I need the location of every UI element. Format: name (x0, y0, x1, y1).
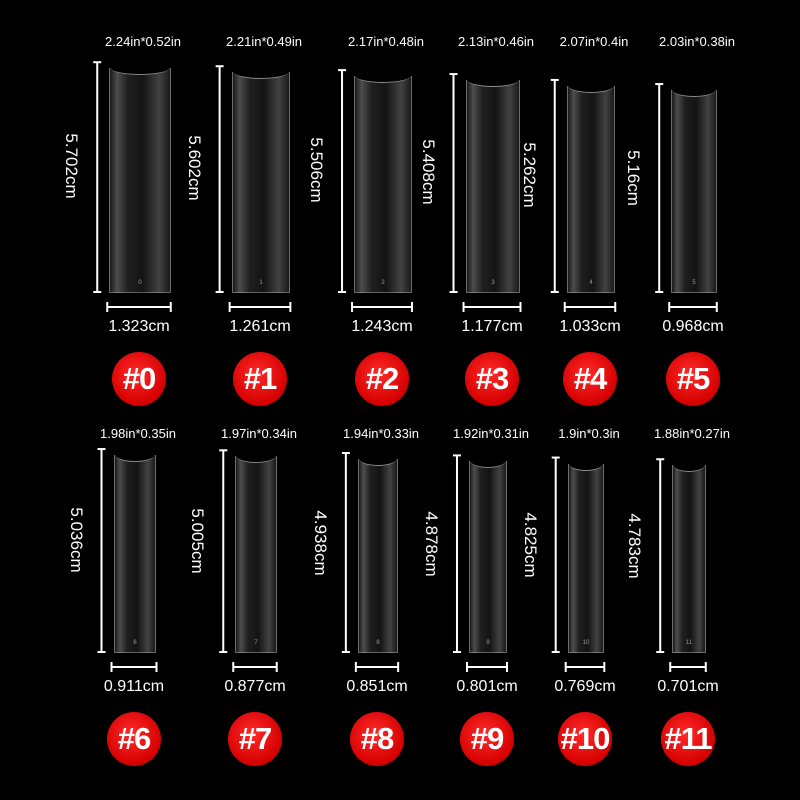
width-label: 0.851cm (346, 678, 408, 695)
width-label: 0.877cm (224, 678, 286, 695)
tip-number: 0 (138, 279, 142, 286)
width-label: 1.243cm (351, 318, 413, 335)
nail-tip: 0 (109, 60, 171, 293)
length-label: 5.506cm (307, 137, 327, 203)
inch-size-label: 2.03in*0.38in (659, 34, 735, 49)
tip-number: 6 (133, 639, 137, 646)
inch-size-label: 2.13in*0.46in (458, 34, 534, 49)
inch-size-label: 1.92in*0.31in (453, 426, 529, 441)
size-badge: #1 (233, 352, 287, 406)
length-label: 4.938cm (310, 509, 330, 576)
nail-tip: 5 (671, 82, 717, 293)
tip-number: 3 (491, 279, 495, 286)
inch-size-label: 2.07in*0.4in (559, 34, 629, 49)
nail-tip: 7 (235, 448, 277, 653)
length-label: 4.783cm (625, 513, 645, 579)
width-label: 0.968cm (662, 318, 724, 335)
size-badge: #4 (563, 352, 617, 406)
width-label: 0.769cm (554, 678, 616, 695)
tip-number: 4 (589, 279, 593, 286)
size-badge: #6 (107, 712, 161, 766)
tip-number: 10 (582, 639, 590, 646)
size-badge: #8 (350, 712, 404, 766)
size-badge: #7 (228, 712, 282, 766)
size-badge: #9 (460, 712, 514, 766)
size-badge: #11 (661, 712, 715, 766)
nail-tip: 2 (354, 68, 412, 293)
width-label: 0.701cm (657, 678, 719, 695)
tip-number: 8 (376, 639, 380, 646)
width-label: 0.801cm (456, 678, 518, 695)
length-label: 5.602cm (184, 135, 204, 201)
size-badge: #5 (666, 352, 720, 406)
inch-size-label: 1.97in*0.34in (221, 426, 297, 441)
size-badge: #3 (465, 352, 519, 406)
inch-size-label: 2.24in*0.52in (105, 34, 181, 49)
tip-number: 7 (254, 639, 258, 646)
inch-size-label: 2.17in*0.48in (348, 34, 424, 49)
width-label: 1.033cm (559, 318, 621, 335)
nail-tip: 10 (567, 455, 605, 653)
length-label: 5.702cm (62, 133, 82, 199)
length-label: 5.036cm (66, 507, 86, 573)
width-label: 1.177cm (461, 318, 523, 335)
inch-size-label: 2.21in*0.49in (226, 34, 302, 49)
size-badge: #2 (355, 352, 409, 406)
inch-size-label: 1.98in*0.35in (100, 426, 176, 441)
inch-size-label: 1.9in*0.3in (558, 426, 620, 441)
size-badge: #0 (112, 352, 166, 406)
nail-tip: 9 (468, 453, 507, 653)
width-label: 1.261cm (229, 318, 291, 335)
length-label: 5.16cm (624, 149, 644, 206)
nail-tip: 1 (231, 64, 291, 293)
length-label: 4.878cm (421, 511, 441, 577)
tip-number: 11 (685, 639, 693, 646)
tip-number: 5 (692, 279, 696, 286)
tip-number: 2 (381, 279, 385, 286)
nail-tip: 6 (113, 447, 157, 653)
nail-tip: 11 (672, 457, 706, 653)
nail-tip: 4 (566, 77, 616, 293)
nail-tip: 3 (465, 72, 521, 293)
length-label: 5.408cm (418, 139, 438, 205)
length-label: 5.005cm (188, 508, 208, 574)
width-label: 0.911cm (103, 678, 165, 695)
tip-number: 9 (486, 639, 490, 646)
width-label: 1.323cm (108, 318, 170, 335)
size-badge: #10 (558, 712, 612, 766)
nail-tip: 8 (357, 450, 399, 653)
tip-number: 1 (259, 279, 263, 286)
inch-size-label: 1.94in*0.33in (343, 426, 419, 441)
length-label: 4.825cm (520, 512, 540, 578)
inch-size-label: 1.88in*0.27in (654, 426, 730, 441)
length-label: 5.262cm (519, 142, 539, 208)
